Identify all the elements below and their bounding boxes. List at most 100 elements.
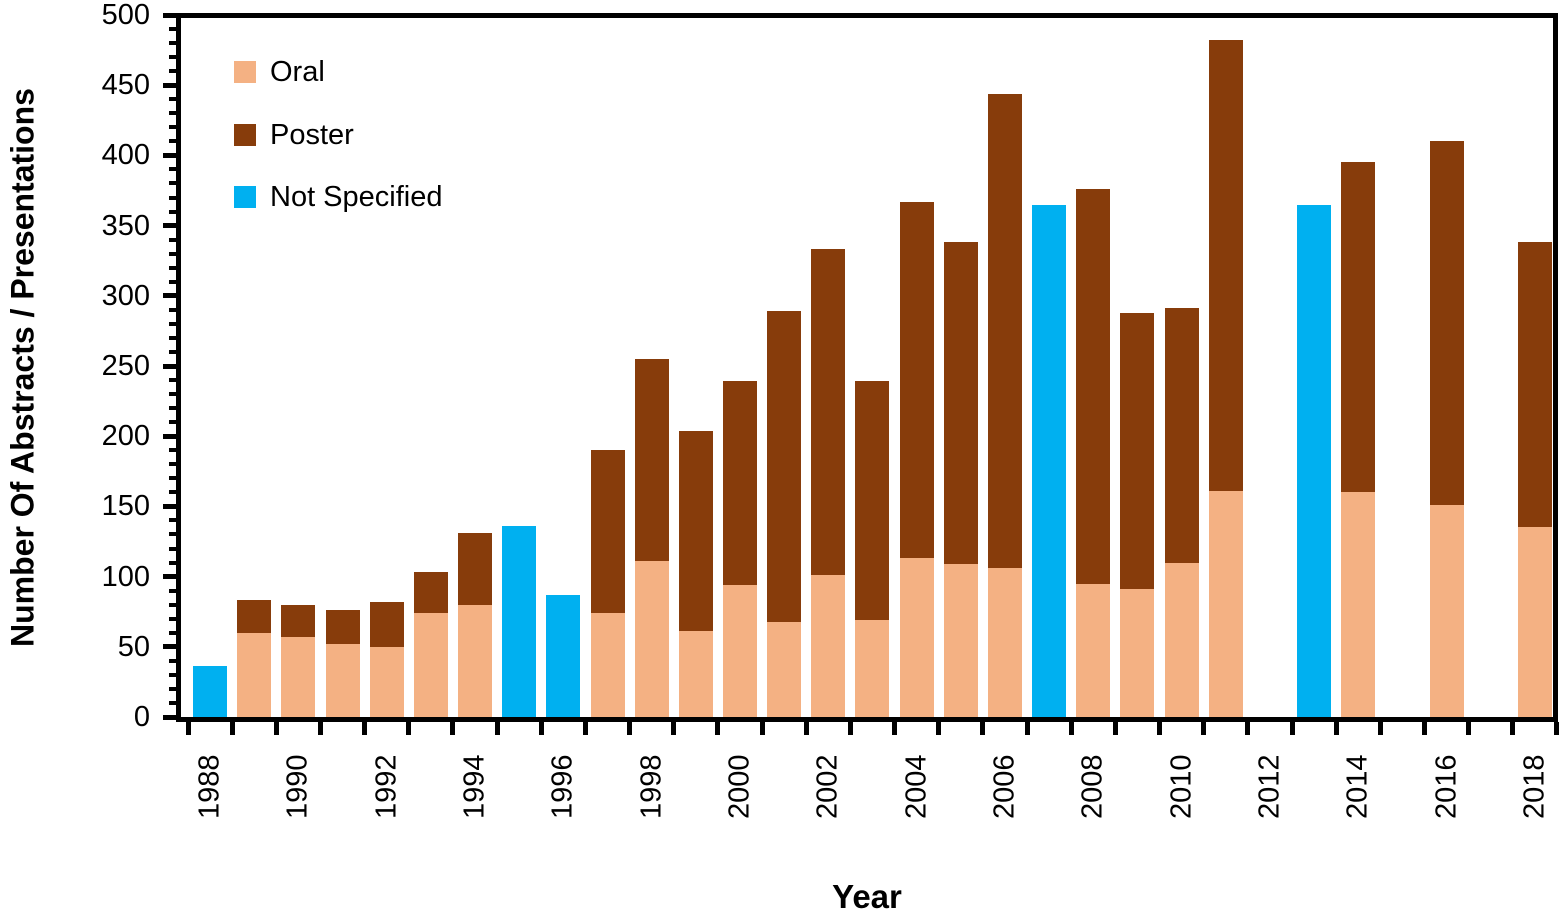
x-tick <box>450 722 456 735</box>
y-minor-tick <box>169 209 176 214</box>
bar-segment-poster-1993 <box>413 572 448 614</box>
bar-segment-oral-2001 <box>767 621 802 717</box>
x-tick <box>759 722 765 735</box>
x-tick <box>273 722 279 735</box>
y-minor-tick <box>169 420 176 425</box>
bar-segment-oral-1989 <box>237 632 272 717</box>
bar-segment-poster-2006 <box>987 93 1022 569</box>
bar-segment-poster-1992 <box>369 601 404 647</box>
y-tick-label: 450 <box>101 69 150 102</box>
x-tick <box>1201 722 1207 735</box>
y-minor-tick <box>169 69 176 74</box>
bar-segment-poster-2009 <box>1120 312 1155 590</box>
x-axis-title-text: Year <box>832 878 902 915</box>
y-minor-tick <box>169 307 176 312</box>
y-major-tick <box>163 363 176 369</box>
bar-segment-oral-2005 <box>943 563 978 717</box>
y-minor-tick <box>169 111 176 116</box>
y-tick-label: 300 <box>101 279 150 312</box>
y-minor-tick <box>169 349 176 354</box>
x-tick <box>1289 722 1295 735</box>
y-major-tick <box>163 574 176 580</box>
y-minor-tick <box>169 406 176 411</box>
legend-item-oral: Oral <box>234 58 325 87</box>
x-tick-label: 1996 <box>546 754 579 820</box>
y-tick-label: 50 <box>117 630 150 663</box>
bar-segment-oral-2004 <box>899 558 934 717</box>
x-tick <box>1421 722 1427 735</box>
y-minor-tick <box>169 378 176 383</box>
x-tick <box>1377 722 1383 735</box>
bar-segment-poster-2016 <box>1429 141 1464 505</box>
bar-segment-poster-1989 <box>237 600 272 633</box>
y-minor-tick <box>169 616 176 621</box>
y-minor-tick <box>169 686 176 691</box>
bar-segment-oral-2003 <box>855 620 890 717</box>
bar-segment-poster-2011 <box>1208 40 1243 491</box>
x-tick <box>185 722 191 735</box>
bar-segment-oral-2002 <box>811 575 846 717</box>
x-tick <box>1112 722 1118 735</box>
bar-segment-poster-2008 <box>1076 189 1111 584</box>
legend-item-not-specified: Not Specified <box>234 181 443 213</box>
bar-segment-oral-2014 <box>1341 492 1376 717</box>
y-minor-tick <box>169 279 176 284</box>
y-tick-label: 200 <box>101 420 150 453</box>
y-minor-tick <box>169 27 176 32</box>
x-tick <box>406 722 412 735</box>
x-tick <box>362 722 368 735</box>
bar-segment-poster-1991 <box>325 610 360 644</box>
bar-segment-oral-2010 <box>1164 562 1199 717</box>
legend-label: Not Specified <box>270 181 443 213</box>
legend-swatch-oral <box>234 61 256 83</box>
y-minor-tick <box>169 195 176 200</box>
y-minor-tick <box>169 532 176 537</box>
y-major-tick <box>163 433 176 439</box>
y-minor-tick <box>169 265 176 270</box>
y-minor-tick <box>169 321 176 326</box>
bar-segment-oral-1991 <box>325 643 360 717</box>
y-minor-tick <box>169 139 176 144</box>
y-minor-tick <box>169 251 176 256</box>
y-minor-tick <box>169 476 176 481</box>
bar-segment-poster-1994 <box>458 533 493 605</box>
y-tick-label: 400 <box>101 139 150 172</box>
x-tick-label: 2000 <box>723 754 756 820</box>
y-tick-label: 100 <box>101 560 150 593</box>
bar-segment-poster-2005 <box>943 242 978 564</box>
y-minor-tick <box>169 700 176 705</box>
y-minor-tick <box>169 448 176 453</box>
bar-segment-oral-1999 <box>678 631 713 717</box>
x-tick <box>803 722 809 735</box>
x-tick-label: 2010 <box>1165 754 1198 820</box>
x-tick-label: 1998 <box>635 754 668 820</box>
bar-segment-oral-2011 <box>1208 490 1243 717</box>
bar-segment-not-specified-2013 <box>1297 204 1332 717</box>
y-minor-tick <box>169 630 176 635</box>
y-minor-tick <box>169 335 176 340</box>
bar-segment-not-specified-2007 <box>1032 204 1067 717</box>
bar-segment-poster-2014 <box>1341 162 1376 493</box>
bar-segment-oral-1994 <box>458 604 493 717</box>
y-minor-tick <box>169 658 176 663</box>
legend-label: Poster <box>270 118 354 151</box>
y-minor-tick <box>169 602 176 607</box>
y-minor-tick <box>169 588 176 593</box>
bar-segment-not-specified-1996 <box>546 594 581 717</box>
x-tick <box>936 722 942 735</box>
y-minor-tick <box>169 518 176 523</box>
x-tick <box>494 722 500 735</box>
x-tick <box>1510 722 1516 735</box>
x-tick-label: 2004 <box>900 754 933 820</box>
bar-segment-poster-2018 <box>1517 242 1552 528</box>
bar-segment-oral-1998 <box>634 561 669 717</box>
x-tick-label: 1988 <box>193 754 226 820</box>
x-tick-label: 2006 <box>988 754 1021 820</box>
x-tick <box>847 722 853 735</box>
y-major-tick <box>163 503 176 509</box>
x-axis-title: Year <box>176 878 1558 916</box>
x-tick-label: 1992 <box>370 754 403 820</box>
y-minor-tick <box>169 462 176 467</box>
y-minor-tick <box>169 560 176 565</box>
x-tick <box>671 722 677 735</box>
